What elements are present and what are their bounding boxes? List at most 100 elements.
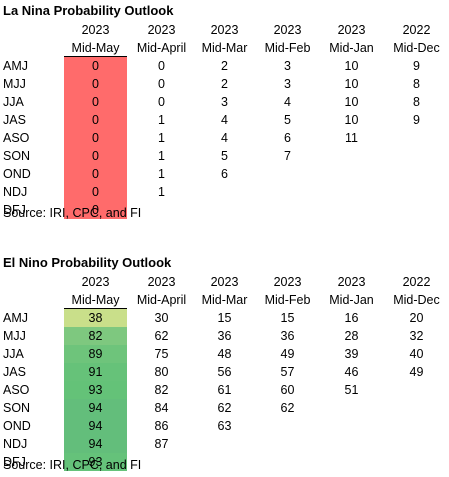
el-nino-cell [256, 435, 319, 453]
el-nino-cell: 30 [154, 311, 169, 325]
el-nino-row-aso: ASO 93 82 61 60 51 [0, 381, 449, 399]
la-nina-cell: 0 [64, 183, 127, 201]
la-nina-year-mid-jan: 2023 [337, 23, 366, 37]
el-nino-row-label: JJA [3, 347, 24, 361]
el-nino-cell: 49 [280, 347, 295, 361]
el-nino-cell: 84 [154, 401, 169, 415]
el-nino-cell: 82 [64, 327, 127, 345]
la-nina-year-mid-feb: 2023 [273, 23, 302, 37]
el-nino-year-mid-jan: 2023 [337, 275, 366, 289]
la-nina-year-mid-april: 2023 [147, 23, 176, 37]
el-nino-cell: 87 [154, 437, 169, 451]
el-nino-cell [320, 453, 383, 471]
la-nina-year-mid-mar: 2023 [210, 23, 239, 37]
el-nino-cell: 15 [280, 311, 295, 325]
la-nina-row-son: SON 0 1 5 7 [0, 147, 449, 165]
la-nina-cell: 11 [345, 131, 358, 145]
la-nina-cell: 9 [413, 113, 420, 127]
la-nina-cell: 0 [64, 165, 127, 183]
la-nina-row-label: JJA [3, 95, 24, 109]
el-nino-cell [385, 399, 448, 417]
la-nina-cell: 0 [64, 57, 127, 75]
la-nina-row-aso: ASO 0 1 4 6 11 [0, 129, 449, 147]
el-nino-cell [256, 417, 319, 435]
la-nina-row-label: ASO [3, 131, 30, 145]
el-nino-cell: 93 [64, 381, 127, 399]
el-nino-col-mid-mar: Mid-Mar [201, 293, 248, 307]
la-nina-cell: 3 [284, 77, 291, 91]
el-nino-cell: 46 [344, 365, 359, 379]
la-nina-row-dfj: DFJ 0 [0, 201, 449, 219]
la-nina-cell [320, 201, 383, 219]
el-nino-row-jja: JJA 89 75 48 49 39 40 [0, 345, 449, 363]
la-nina-cell: 10 [344, 77, 359, 91]
la-nina-cell: 8 [413, 77, 420, 91]
el-nino-row-amj: AMJ 38 30 15 15 16 20 [0, 309, 449, 327]
el-nino-cell: 80 [154, 365, 169, 379]
el-nino-cell: 36 [280, 329, 295, 343]
el-nino-cell [256, 453, 319, 471]
el-nino-cell: 36 [217, 329, 232, 343]
el-nino-row-label: JAS [3, 365, 26, 379]
la-nina-cell [193, 201, 256, 219]
la-nina-col-mid-feb: Mid-Feb [264, 41, 311, 55]
la-nina-cell: 1 [158, 113, 165, 127]
el-nino-cell [320, 417, 383, 435]
el-nino-year-mid-april: 2023 [147, 275, 176, 289]
el-nino-cell: 62 [217, 401, 232, 415]
el-nino-source: Source: IRI, CPC, and FI [3, 458, 142, 472]
el-nino-cell [385, 381, 448, 399]
el-nino-row-dfj: DFJ 93 [0, 453, 449, 471]
el-nino-row-label: SON [3, 401, 31, 415]
el-nino-row-son: SON 94 84 62 62 [0, 399, 449, 417]
la-nina-cell: 0 [158, 59, 165, 73]
la-nina-cell: 0 [158, 95, 165, 109]
la-nina-cell: 4 [221, 113, 228, 127]
el-nino-table: 2023 2023 2023 2023 2023 2022 Mid-May Mi… [0, 273, 449, 471]
la-nina-cell: 10 [344, 95, 359, 109]
la-nina-body: AMJ 0 0 2 3 10 9 MJJ 0 0 2 3 10 8 JJA 0 0 3 4 10 8 JAS 0 1 4 5 10 9… [0, 57, 449, 219]
el-nino-cell: 39 [344, 347, 359, 361]
la-nina-cell: 0 [158, 77, 165, 91]
el-nino-year-mid-mar: 2023 [210, 275, 239, 289]
el-nino-cell [385, 435, 448, 453]
la-nina-cell: 10 [344, 113, 359, 127]
la-nina-col-mid-dec: Mid-Dec [393, 41, 440, 55]
el-nino-cell: 51 [344, 383, 359, 397]
el-nino-header-labels-row: Mid-May Mid-April Mid-Mar Mid-Feb Mid-Ja… [0, 291, 449, 309]
el-nino-col-mid-jan: Mid-Jan [329, 293, 374, 307]
la-nina-table: 2023 2023 2023 2023 2023 2022 Mid-May Mi… [0, 21, 449, 219]
el-nino-cell: 28 [344, 329, 359, 343]
el-nino-col-mid-april: Mid-April [136, 293, 187, 307]
la-nina-row-amj: AMJ 0 0 2 3 10 9 [0, 57, 449, 75]
el-nino-row-label: MJJ [3, 329, 26, 343]
el-nino-year-mid-feb: 2023 [273, 275, 302, 289]
el-nino-cell: 38 [64, 309, 127, 327]
la-nina-cell: 1 [158, 131, 165, 145]
la-nina-col-mid-mar: Mid-Mar [201, 41, 248, 55]
la-nina-year-mid-may: 2023 [81, 23, 110, 37]
la-nina-cell: 2 [221, 77, 228, 91]
el-nino-cell: 61 [217, 383, 232, 397]
el-nino-title: El Nino Probability Outlook [3, 255, 172, 270]
la-nina-header-labels-row: Mid-May Mid-April Mid-Mar Mid-Feb Mid-Ja… [0, 39, 449, 57]
la-nina-source: Source: IRI, CPC, and FI [3, 206, 142, 220]
el-nino-cell [320, 399, 383, 417]
la-nina-row-label: AMJ [3, 59, 28, 73]
el-nino-row-ond: OND 94 86 63 [0, 417, 449, 435]
el-nino-row-label: AMJ [3, 311, 28, 325]
el-nino-cell [193, 453, 256, 471]
el-nino-cell [320, 435, 383, 453]
la-nina-row-jas: JAS 0 1 4 5 10 9 [0, 111, 449, 129]
el-nino-cell: 86 [154, 419, 169, 433]
la-nina-row-ond: OND 0 1 6 [0, 165, 449, 183]
la-nina-cell [385, 183, 448, 201]
el-nino-cell: 82 [154, 383, 169, 397]
la-nina-cell: 3 [284, 59, 291, 73]
el-nino-cell: 48 [217, 347, 232, 361]
la-nina-row-label: NDJ [3, 185, 28, 199]
la-nina-cell [256, 183, 319, 201]
la-nina-cell: 3 [221, 95, 228, 109]
la-nina-row-mjj: MJJ 0 0 2 3 10 8 [0, 75, 449, 93]
la-nina-cell: 7 [284, 149, 291, 163]
